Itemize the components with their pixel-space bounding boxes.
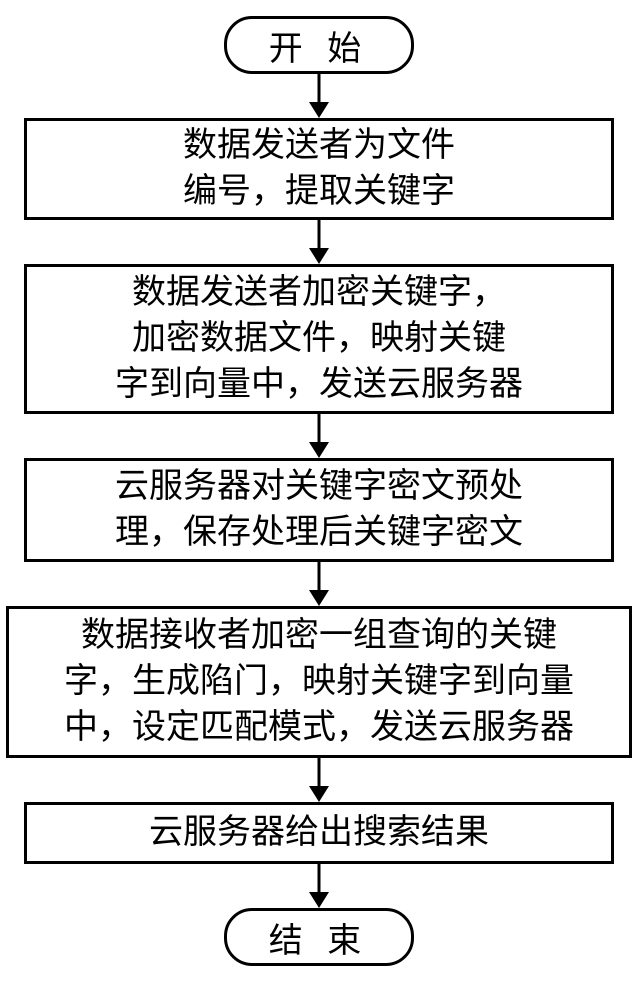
process-step2: 数据发送者加密关键字， 加密数据文件，映射关键 字到向量中，发送云服务器 xyxy=(24,264,614,414)
arrow-1-head xyxy=(309,102,329,118)
step2-label: 数据发送者加密关键字， 加密数据文件，映射关键 字到向量中，发送云服务器 xyxy=(115,270,523,408)
arrow-4-head xyxy=(309,590,329,606)
end-terminal: 结 束 xyxy=(224,908,414,966)
flowchart-container: 开 始 数据发送者为文件 编号，提取关键字 数据发送者加密关键字， 加密数据文件… xyxy=(0,0,638,1000)
arrow-2-head xyxy=(309,248,329,264)
arrow-4-line xyxy=(318,562,321,590)
process-step1: 数据发送者为文件 编号，提取关键字 xyxy=(24,118,614,220)
process-step5: 云服务器给出搜索结果 xyxy=(24,802,614,864)
arrow-6-line xyxy=(318,864,321,892)
arrow-6-head xyxy=(309,892,329,908)
step4-label: 数据接收者加密一组查询的关键 字，生成陷门，映射关键字到向量 中，设定匹配模式，… xyxy=(64,613,574,751)
process-step4: 数据接收者加密一组查询的关键 字，生成陷门，映射关键字到向量 中，设定匹配模式，… xyxy=(6,606,632,758)
step5-label: 云服务器给出搜索结果 xyxy=(149,810,489,856)
arrow-2-line xyxy=(318,220,321,248)
end-label: 结 束 xyxy=(269,913,370,962)
arrow-3-line xyxy=(318,414,321,442)
arrow-5-head xyxy=(309,786,329,802)
arrow-5-line xyxy=(318,758,321,786)
start-label: 开 始 xyxy=(269,21,370,70)
step1-label: 数据发送者为文件 编号，提取关键字 xyxy=(183,123,455,215)
process-step3: 云服务器对关键字密文预处 理，保存处理后关键字密文 xyxy=(24,458,614,562)
arrow-3-head xyxy=(309,442,329,458)
arrow-1-line xyxy=(318,74,321,102)
start-terminal: 开 始 xyxy=(224,16,414,74)
step3-label: 云服务器对关键字密文预处 理，保存处理后关键字密文 xyxy=(115,464,523,556)
